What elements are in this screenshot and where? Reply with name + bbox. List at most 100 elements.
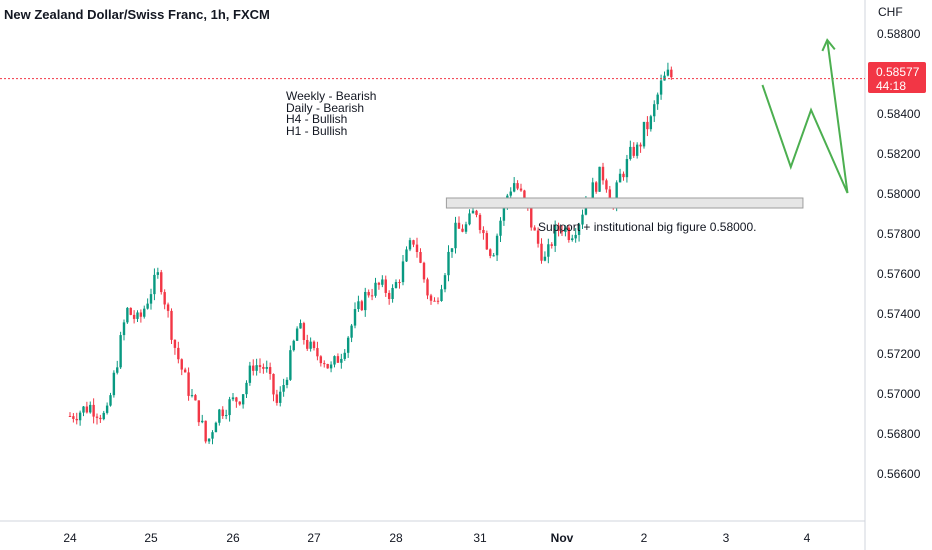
- candle-up: [447, 251, 450, 276]
- candle-down: [129, 307, 132, 315]
- candle-down: [646, 121, 649, 130]
- candle-up: [231, 397, 235, 400]
- candle-down: [72, 416, 75, 419]
- time-tick-label: 27: [307, 531, 321, 545]
- candle-down: [433, 300, 436, 302]
- candle-down: [235, 397, 238, 402]
- time-axis[interactable]: 24 25 26 27 28 31 Nov 2 3 4: [63, 531, 810, 545]
- candle-down: [436, 300, 440, 302]
- candle-up: [408, 240, 412, 250]
- candle-up: [502, 204, 506, 221]
- candle-up: [618, 173, 622, 183]
- candle-up: [635, 144, 639, 156]
- candle-up: [663, 75, 666, 81]
- support-zone[interactable]: [445, 197, 804, 209]
- candle-up: [615, 182, 618, 205]
- candle-down: [608, 189, 612, 203]
- candle-up: [543, 256, 547, 261]
- candle-up: [564, 227, 567, 232]
- projection-path[interactable]: [761, 39, 849, 194]
- candle-down: [489, 249, 492, 256]
- candle-up: [492, 255, 495, 257]
- candle-down: [92, 404, 95, 417]
- price-tick-label: 0.58800: [877, 27, 921, 41]
- candle-up: [649, 116, 653, 130]
- time-tick-label: Nov: [551, 531, 574, 545]
- candle-down: [560, 230, 564, 232]
- candle-down: [132, 314, 136, 319]
- candle-down: [252, 365, 255, 371]
- candle-down: [485, 233, 489, 250]
- candle-down: [85, 406, 89, 413]
- candle-down: [422, 262, 426, 280]
- candle-up: [214, 422, 218, 433]
- candle-down: [323, 363, 326, 365]
- candle-up: [299, 323, 302, 329]
- candle-down: [166, 304, 170, 311]
- candle-down: [461, 228, 464, 232]
- price-tick-label: 0.57000: [877, 387, 921, 401]
- candle-down: [550, 244, 553, 246]
- time-tick-label: 26: [226, 531, 240, 545]
- price-tick-label: 0.57400: [877, 307, 921, 321]
- candle-up: [89, 404, 92, 413]
- candle-down: [639, 144, 642, 147]
- candle-up: [659, 80, 663, 95]
- candle-down: [475, 210, 478, 215]
- price-axis[interactable]: 0.58800 0.58400 0.58200 0.58000 0.57800 0.576…: [877, 27, 921, 481]
- candle-up: [255, 365, 258, 371]
- candle-down: [163, 292, 166, 305]
- candle-down: [419, 252, 422, 263]
- candle-up: [279, 391, 282, 403]
- candle-up: [201, 420, 204, 423]
- support-annotation[interactable]: Support + institutional big figure 0.580…: [538, 220, 757, 234]
- bar-countdown: 44:18: [876, 79, 906, 93]
- candle-down: [567, 227, 571, 241]
- candle-up: [656, 94, 659, 105]
- candle-down: [370, 295, 374, 297]
- candle-down: [523, 190, 526, 199]
- candle-up: [102, 412, 105, 420]
- candle-up: [153, 274, 156, 295]
- price-tick-label: 0.57200: [877, 347, 921, 361]
- bias-annotation[interactable]: Weekly - Bearish Daily - Bearish H4 - Bu…: [286, 90, 376, 137]
- bias-daily: Daily - Bearish: [286, 100, 365, 115]
- candle-up: [653, 104, 656, 117]
- candle-up: [471, 210, 475, 214]
- candle-down: [482, 229, 485, 234]
- candle-up: [571, 238, 574, 241]
- candle-down: [197, 400, 201, 423]
- bias-h4: H4 - Bullish: [286, 112, 348, 127]
- candle-up: [218, 409, 221, 423]
- candle-down: [316, 348, 319, 357]
- candle-down: [180, 359, 183, 370]
- candle-up: [309, 341, 312, 349]
- time-tick-label: 3: [723, 531, 730, 545]
- candle-down: [387, 292, 391, 299]
- candles-layer: [68, 62, 673, 445]
- chart-title: New Zealand Dollar/Swiss Franc, 1h, FXCM: [4, 7, 270, 22]
- candle-down: [221, 409, 224, 417]
- candle-up: [190, 395, 194, 397]
- candle-up: [143, 308, 146, 317]
- candle-down: [415, 244, 419, 253]
- candle-up: [642, 121, 646, 147]
- candle-up: [241, 394, 245, 405]
- candle-up: [245, 382, 248, 395]
- candle-down: [238, 401, 241, 405]
- price-tick-label: 0.58000: [877, 187, 921, 201]
- candle-down: [622, 173, 625, 178]
- candle-down: [319, 356, 323, 364]
- candle-down: [170, 310, 173, 340]
- candle-up: [78, 412, 82, 421]
- candle-up: [265, 367, 268, 369]
- candle-up: [357, 301, 360, 310]
- candle-up: [401, 261, 405, 283]
- candle-up: [591, 182, 594, 201]
- candle-up: [126, 307, 129, 323]
- candle-up: [443, 275, 447, 290]
- candle-down: [326, 363, 329, 369]
- candle-up: [248, 365, 252, 383]
- candle-up: [105, 405, 109, 413]
